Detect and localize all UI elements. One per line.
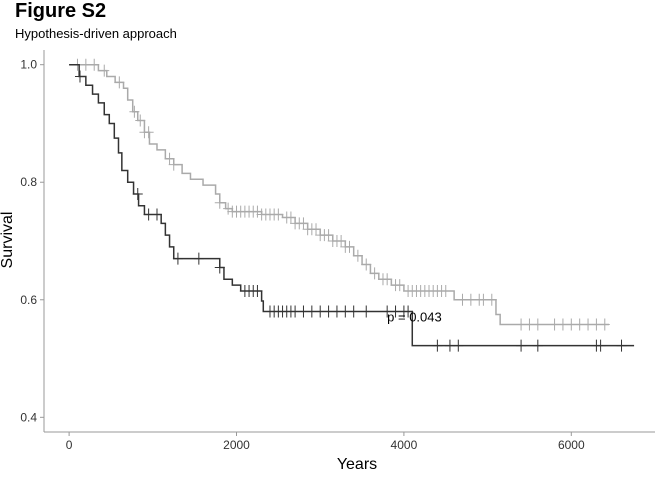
censor-mark — [273, 208, 284, 221]
x-tick-label: 6000 — [558, 438, 585, 452]
censor-mark — [382, 305, 393, 318]
censor-mark — [616, 339, 627, 352]
series-layer — [69, 58, 635, 352]
censor-mark — [549, 318, 560, 331]
censor-mark — [394, 279, 405, 292]
censor-mark — [340, 305, 351, 318]
censor-mark — [323, 305, 334, 318]
censor-mark — [99, 64, 110, 77]
y-tick-label: 0.8 — [20, 175, 37, 189]
censor-mark — [557, 318, 568, 331]
censor-mark — [390, 305, 401, 318]
censor-mark — [89, 58, 100, 71]
x-tick-label: 2000 — [223, 438, 250, 452]
censor-mark — [478, 293, 489, 306]
censor-mark — [352, 249, 363, 262]
censor-mark — [168, 158, 179, 171]
censor-mark — [566, 318, 577, 331]
censor-mark — [382, 273, 393, 286]
x-tick-label: 0 — [66, 438, 73, 452]
censor-mark — [172, 252, 183, 265]
censor-mark — [315, 305, 326, 318]
chart-axes — [43, 50, 655, 433]
censor-mark — [465, 293, 476, 306]
censor-mark — [336, 235, 347, 247]
censor-mark — [344, 240, 355, 253]
y-tick-label: 0.6 — [20, 293, 37, 307]
survival-curve — [69, 63, 609, 326]
y-tick-label: 1.0 — [20, 58, 37, 72]
censor-mark — [306, 305, 317, 318]
censor-mark — [285, 211, 296, 224]
survival-curve — [69, 63, 635, 347]
censor-mark — [403, 305, 414, 318]
censor-mark — [432, 339, 443, 352]
censor-mark — [532, 318, 543, 331]
censor-mark — [591, 318, 602, 331]
censor-mark — [361, 305, 372, 318]
censor-mark — [298, 217, 309, 230]
censor-mark — [135, 114, 146, 127]
censor-mark — [524, 318, 535, 331]
censor-mark — [151, 208, 162, 221]
censor-mark — [214, 261, 225, 274]
censor-mark — [516, 339, 527, 352]
x-axis-title: Years — [337, 456, 377, 473]
censor-mark — [252, 205, 263, 218]
censor-mark — [453, 339, 464, 352]
censor-mark — [323, 229, 334, 242]
p-value-annotation: p = 0.043 — [387, 309, 442, 324]
censor-mark — [74, 70, 85, 83]
censor-mark — [331, 305, 342, 318]
censor-mark — [457, 293, 468, 306]
censor-mark — [114, 76, 125, 89]
censor-mark — [348, 305, 359, 318]
censor-mark — [574, 318, 585, 331]
figure-title: Figure S2 — [15, 0, 107, 22]
censor-mark — [143, 126, 154, 139]
censor-mark — [440, 284, 451, 297]
censor-mark — [595, 339, 606, 352]
censor-mark — [583, 318, 594, 331]
censor-mark — [129, 105, 140, 118]
tick-layer: 0 2000 4000 6000 0.4 0.6 0.8 1.0 — [20, 58, 585, 452]
figure-subtitle: Hypothesis-driven approach — [15, 26, 177, 41]
censor-mark — [143, 208, 154, 221]
censor-mark — [444, 339, 455, 352]
censor-mark — [311, 223, 322, 236]
censor-mark — [80, 58, 91, 71]
censor-mark — [132, 187, 143, 200]
censor-mark — [361, 258, 372, 271]
censor-mark — [516, 318, 527, 331]
censor-mark — [214, 196, 225, 209]
censor-mark — [164, 152, 175, 165]
annotation-layer: p = 0.043 — [387, 309, 442, 324]
series-2 — [69, 63, 635, 352]
censor-mark — [369, 267, 380, 280]
censor-mark — [290, 305, 301, 318]
y-axis-title: Survival — [0, 212, 16, 269]
censor-mark — [252, 284, 263, 297]
y-tick-label: 0.4 — [20, 410, 37, 424]
censor-mark — [193, 252, 204, 265]
x-tick-label: 4000 — [391, 438, 418, 452]
censor-mark — [532, 339, 543, 352]
censor-mark — [599, 318, 610, 331]
censor-mark — [223, 202, 234, 215]
censor-mark — [486, 293, 497, 306]
series-1 — [69, 58, 610, 331]
censor-mark — [298, 305, 309, 318]
